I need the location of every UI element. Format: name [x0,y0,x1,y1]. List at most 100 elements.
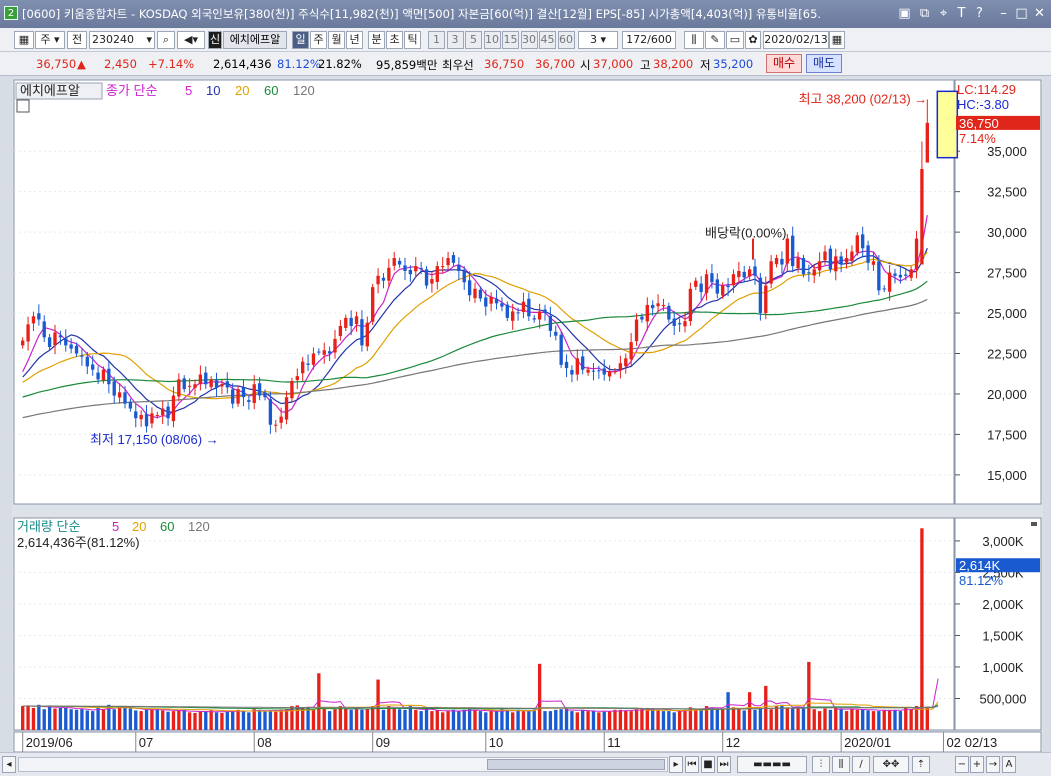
text-icon[interactable]: T [957,6,966,21]
zoom-in-icon[interactable]: + [970,756,984,773]
mode-select[interactable]: 전 [67,31,87,49]
volume-bar [139,711,143,730]
candle-body [209,379,213,388]
price-legend-ma-120: 120 [293,83,315,98]
volume-bar [602,711,606,730]
candle-body [871,261,876,265]
volume-bar [742,710,746,730]
price-tick-label: 35,000 [987,144,1027,159]
line-type-icon[interactable]: ∕ [852,756,870,773]
minimize-icon[interactable]: – [1000,6,1007,21]
arrow-right-icon[interactable]: → [986,756,1000,773]
period-select[interactable]: 주 ▾ [35,31,65,49]
volume-bar [866,710,870,730]
interval-button-30[interactable]: 30 [520,31,538,49]
volume-bar [144,709,149,730]
stock-code-input[interactable]: 230240 ▾ [89,31,155,49]
volume-bar [365,708,369,730]
layout-icon[interactable]: ▣ [898,6,911,21]
high-label: 고 [640,58,651,72]
zoom-slider[interactable]: ▬▬▬▬ [737,756,807,773]
volume-bar [112,709,116,730]
volume-bar [338,706,343,730]
maximize-icon[interactable]: □ [1015,6,1028,21]
interval-button-1[interactable]: 1 [428,31,445,49]
font-icon[interactable]: A [1002,756,1016,773]
interval-button-45[interactable]: 45 [539,31,556,49]
interval-button-5[interactable]: 5 [465,31,482,49]
candle-type-icon[interactable]: ⫶ [812,756,830,773]
volume-bar [252,709,256,730]
scroll-right-icon[interactable]: ▸ [669,756,683,773]
volume-bar [629,711,633,730]
candle-body [327,351,332,354]
volume-tick-label: 2,000K [982,597,1024,612]
change-pct: +7.14% [148,57,195,71]
zoom-out-icon[interactable]: − [955,756,969,773]
candle-body [521,301,526,313]
date-axis-right-label: 02/13 [965,735,998,750]
pin-icon[interactable]: ⌖ [939,6,948,21]
date-input[interactable]: 2020/02/13 [763,31,829,49]
count-input[interactable]: 172/600 [622,31,676,49]
scroll-thumb[interactable] [487,759,665,770]
search-icon[interactable]: ⌕ [157,31,175,49]
period-button-4[interactable]: 분 [368,31,385,49]
volume-bar [511,712,515,730]
period-button-3[interactable]: 년 [346,31,363,49]
interval-button-15[interactable]: 15 [502,31,519,49]
period-button-2[interactable]: 월 [328,31,345,49]
volume-bar [446,711,450,730]
volume-bar [753,709,757,730]
candle-body [473,288,477,299]
gear-icon[interactable]: ✿ [745,31,761,49]
volume-bar [311,709,316,730]
candle-icon[interactable]: ⫼ [684,31,704,49]
candle-body [290,381,294,399]
app-number-badge: 2 [4,6,18,20]
calendar-icon[interactable]: ▦ [829,31,845,49]
interval-button-3[interactable]: 3 [446,31,464,49]
date-tick-label: 02 [946,735,960,750]
candle-body [128,401,133,409]
volume-bar [624,710,628,730]
interval-button-10[interactable]: 10 [483,31,501,49]
candle-body [220,384,224,387]
interval-custom-select[interactable]: 3 ▾ [578,31,618,49]
status-bar: ◂ ▸ ⏮ ■ ⏭ ▬▬▬▬ ⫶ ⫼ ∕ ✥✥ ⇡ − + → A [0,752,1051,776]
crosshair-icon[interactable]: ✥✥ [873,756,909,773]
candle-body [166,406,170,419]
last-icon[interactable]: ⏭ [717,756,731,773]
volume-bar [537,663,542,730]
buy-button[interactable]: 매수 [766,54,802,73]
candle-body [279,416,283,423]
volume-bar [575,712,579,730]
interval-button-60[interactable]: 60 [557,31,575,49]
arrow-icon[interactable]: ⇡ [912,756,930,773]
period-button-5[interactable]: 초 [386,31,403,49]
save-icon[interactable]: ▭ [726,31,744,49]
close-icon[interactable]: ✕ [1034,6,1045,21]
sound-icon[interactable]: ◀▾ [177,31,205,49]
period-button-6[interactable]: 틱 [404,31,421,49]
volume-bar [392,707,396,730]
chart-svg[interactable]: 15,000 17,500 20,000 22,500 25,000 27,500 30,0… [12,78,1043,754]
volume-bar [893,709,897,730]
volume-bar [360,709,364,730]
chart-area[interactable]: 15,000 17,500 20,000 22,500 25,000 27,500 30,0… [12,78,1043,754]
period-button-1[interactable]: 주 [310,31,327,49]
sell-button[interactable]: 매도 [806,54,842,73]
help-icon[interactable]: ? [976,6,983,21]
volume-tick-label: 3,000K [982,534,1024,549]
chart-scrollbar[interactable] [18,757,668,772]
candle-body [602,368,606,375]
bar-type-icon[interactable]: ⫼ [832,756,850,773]
restore-icon[interactable]: ⧉ [919,6,930,21]
magic-icon[interactable]: ✎ [705,31,725,49]
first-icon[interactable]: ⏮ [685,756,699,773]
scroll-left-icon[interactable]: ◂ [2,756,16,773]
candle-body [527,298,531,317]
stop-icon[interactable]: ■ [701,756,715,773]
grid-icon[interactable]: ▦ [14,31,34,49]
period-button-0[interactable]: 일 [292,31,309,49]
